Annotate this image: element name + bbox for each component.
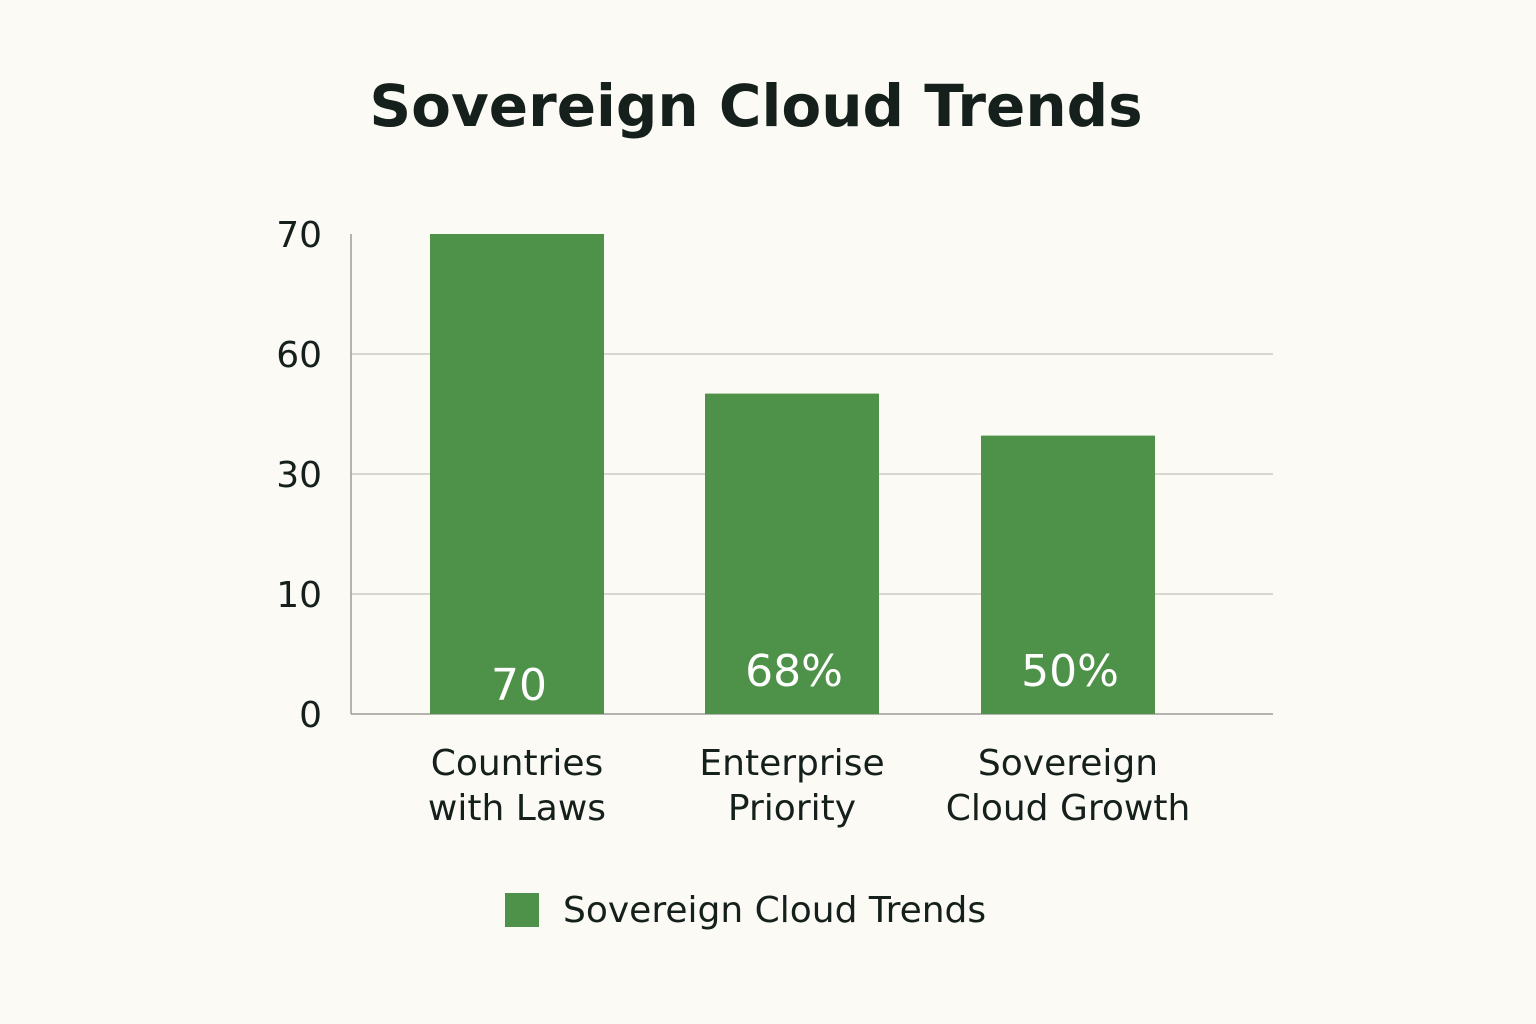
data-label: 68% — [745, 646, 843, 697]
bar — [430, 234, 604, 714]
legend-swatch — [505, 893, 539, 927]
y-tick-label: 0 — [299, 695, 322, 736]
y-tick-label: 30 — [276, 455, 322, 496]
chart-title: Sovereign Cloud Trends — [369, 72, 1143, 140]
data-label: 70 — [491, 660, 547, 711]
x-tick-label: Cloud Growth — [946, 788, 1191, 829]
legend-label: Sovereign Cloud Trends — [563, 889, 987, 931]
x-tick-label: Sovereign — [978, 743, 1158, 784]
data-label: 50% — [1021, 646, 1119, 697]
legend: Sovereign Cloud Trends — [505, 886, 986, 934]
y-tick-label: 10 — [276, 575, 322, 616]
bar — [981, 435, 1155, 714]
y-tick-label: 60 — [276, 335, 322, 376]
x-tick-label: with Laws — [428, 788, 606, 829]
x-tick-label: Priority — [728, 788, 856, 829]
bar — [705, 393, 879, 714]
x-tick-label: Enterprise — [699, 743, 884, 784]
y-tick-label: 70 — [276, 215, 322, 256]
x-tick-label: Countries — [431, 743, 604, 784]
